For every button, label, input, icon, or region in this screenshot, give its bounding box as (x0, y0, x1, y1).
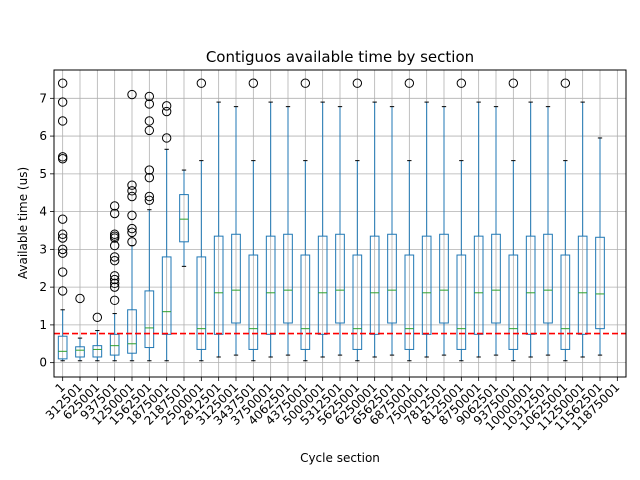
outlier-point (57, 244, 68, 255)
box (491, 233, 501, 324)
outlier-point (508, 78, 519, 88)
outlier-point (109, 208, 120, 219)
y-axis: 0 1 2 3 4 5 6 7 (39, 91, 54, 370)
outlier-point (57, 286, 68, 296)
box (595, 236, 605, 330)
box (508, 254, 519, 350)
outlier-point (196, 78, 207, 88)
outlier-point (144, 165, 155, 175)
box (439, 233, 449, 324)
outlier-point (57, 233, 68, 243)
outlier-point (300, 78, 311, 88)
box (57, 335, 68, 360)
box (231, 233, 241, 324)
chart-title: Contiguos available time by section (206, 48, 474, 66)
outlier-point (456, 78, 467, 88)
outlier-point (127, 186, 137, 196)
outlier-point (109, 255, 120, 266)
outlier-point (127, 89, 137, 100)
box (144, 290, 155, 349)
outlier-point (57, 248, 68, 258)
box (92, 345, 103, 358)
outlier-point (109, 278, 120, 289)
box (248, 254, 259, 350)
box (127, 309, 137, 354)
outlier-point (109, 295, 120, 306)
outlier-point (109, 282, 120, 292)
outlier-point (248, 78, 259, 88)
outlier-point (57, 97, 68, 107)
outlier-point (109, 252, 120, 262)
outlier-point (57, 78, 68, 88)
box (577, 235, 588, 335)
y-tick-label: 2 (39, 280, 47, 294)
outlier-point (560, 78, 571, 88)
outlier-point (127, 223, 137, 234)
outlier-point (144, 191, 155, 202)
box (560, 254, 571, 350)
x-axis: 1312501625001937501125000115625011875001… (43, 377, 622, 433)
y-tick-label: 0 (39, 356, 47, 370)
box (300, 254, 311, 350)
outlier-point (57, 152, 68, 162)
outlier-point (109, 240, 120, 251)
box (387, 233, 397, 324)
outlier-point (92, 312, 103, 323)
outlier-point (144, 91, 155, 102)
outlier-point (109, 201, 120, 211)
box (404, 254, 415, 350)
box (543, 233, 553, 324)
box (196, 256, 207, 350)
y-tick-label: 5 (39, 167, 47, 181)
outlier-point (57, 229, 68, 239)
box (525, 235, 536, 335)
box (179, 194, 189, 243)
box (352, 254, 363, 350)
outlier-point (109, 229, 120, 239)
y-tick-label: 7 (39, 91, 47, 105)
outlier-point (161, 133, 172, 143)
outlier-point (57, 214, 68, 224)
outlier-point (127, 227, 137, 238)
outlier-point (127, 180, 137, 190)
outlier-point (144, 99, 155, 109)
box (335, 233, 345, 324)
outlier-point (144, 195, 155, 205)
box (456, 254, 467, 350)
outlier-point (127, 210, 137, 221)
y-tick-label: 6 (39, 129, 47, 143)
y-axis-label: Available time (us) (16, 167, 30, 279)
outlier-point (161, 101, 172, 111)
box (75, 346, 85, 358)
outlier-point (109, 274, 120, 285)
y-tick-label: 4 (39, 205, 47, 219)
outlier-point (161, 106, 172, 117)
x-axis-label: Cycle section (300, 451, 380, 465)
box (317, 235, 328, 335)
outlier-point (144, 172, 155, 183)
outlier-point (109, 271, 120, 281)
outlier-point (144, 125, 155, 136)
outlier-point (57, 116, 68, 126)
y-tick-label: 1 (39, 318, 47, 332)
outlier-point (352, 78, 363, 88)
box (283, 233, 293, 324)
outlier-point (144, 116, 155, 126)
box (109, 333, 120, 356)
outlier-point (127, 191, 137, 202)
outlier-point (75, 293, 85, 304)
outlier-point (57, 267, 68, 277)
outlier-point (404, 78, 415, 88)
outlier-point (127, 237, 137, 247)
y-tick-label: 3 (39, 242, 47, 256)
